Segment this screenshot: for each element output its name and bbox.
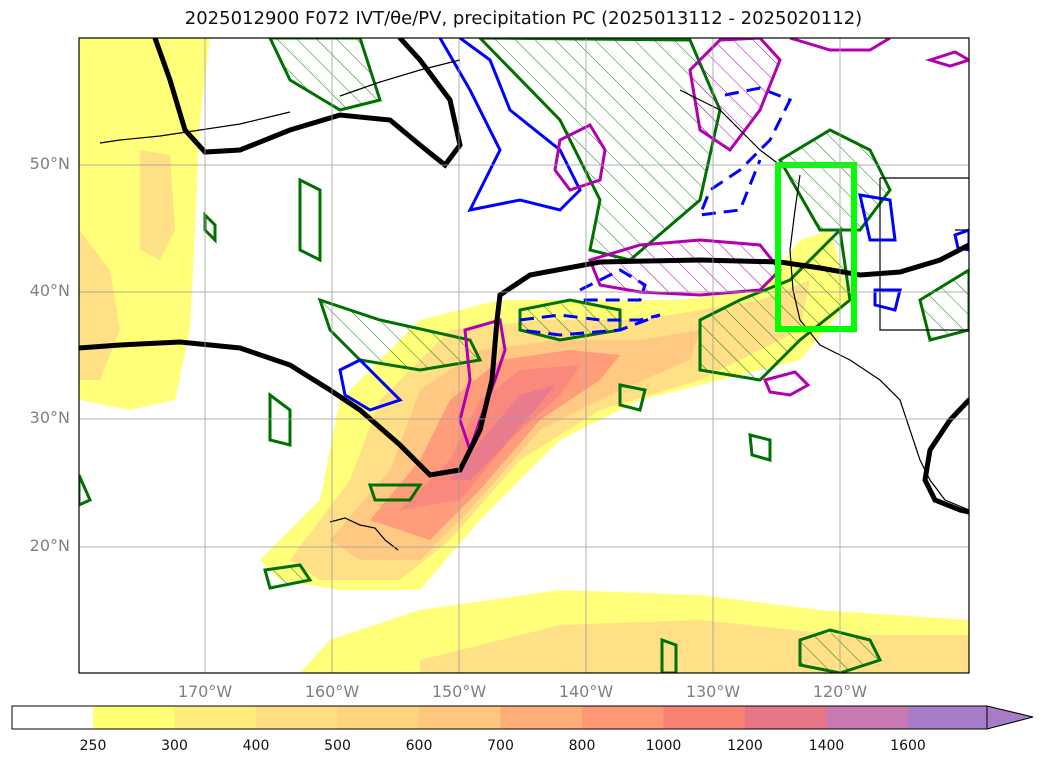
lon-label-150w: 150°W (431, 682, 487, 701)
colorbar-cell (419, 706, 501, 729)
lon-label-140w: 140°W (558, 682, 614, 701)
colorbar-tick-label: 1000 (645, 738, 682, 754)
lat-label-30n: 30°N (29, 408, 70, 427)
colorbar (11, 705, 1034, 730)
colorbar-tick-label: 1600 (890, 738, 926, 754)
colorbar-cell (500, 706, 583, 729)
lat-label-20n: 20°N (29, 536, 70, 555)
colorbar-tick-label: 500 (324, 738, 351, 754)
map-title: 2025012900 F072 IVT/θe/PV, precipitation… (184, 8, 863, 29)
colorbar-tick-label: 1400 (808, 738, 845, 754)
lon-label-120w: 120°W (812, 682, 868, 701)
colorbar-cell (582, 706, 664, 729)
precip-pc-small (79, 177, 772, 673)
lon-label-130w: 130°W (685, 682, 741, 701)
theta-e-contour (79, 38, 969, 515)
pv-contours-blue (338, 38, 969, 412)
lon-label-170w: 170°W (177, 682, 233, 701)
colorbar-tick-label: 1200 (727, 738, 763, 754)
colorbar-cell (256, 706, 338, 729)
colorbar-cell (826, 706, 909, 729)
lon-label-160w: 160°W (304, 682, 360, 701)
colorbar-tick-label: 700 (487, 738, 514, 754)
colorbar-tick-label: 600 (405, 738, 433, 754)
lat-label-50n: 50°N (29, 154, 70, 173)
map-frame (78, 37, 970, 674)
colorbar-cell (663, 706, 746, 729)
coastlines (99, 59, 969, 551)
lat-label-40n: 40°N (29, 281, 70, 300)
colorbar-cell (174, 706, 257, 729)
colorbar-tick-label: 300 (161, 738, 188, 754)
colorbar-tick-label: 800 (568, 738, 596, 754)
colorbar-tick-label: 250 (79, 738, 107, 754)
map-area (79, 38, 969, 673)
gridlines (79, 38, 969, 673)
colorbar-cell (93, 706, 175, 729)
colorbar-tick-label: 400 (242, 738, 270, 754)
colorbar-cell (337, 706, 420, 729)
colorbar-cell (908, 706, 990, 729)
colorbar-cell (745, 706, 827, 729)
